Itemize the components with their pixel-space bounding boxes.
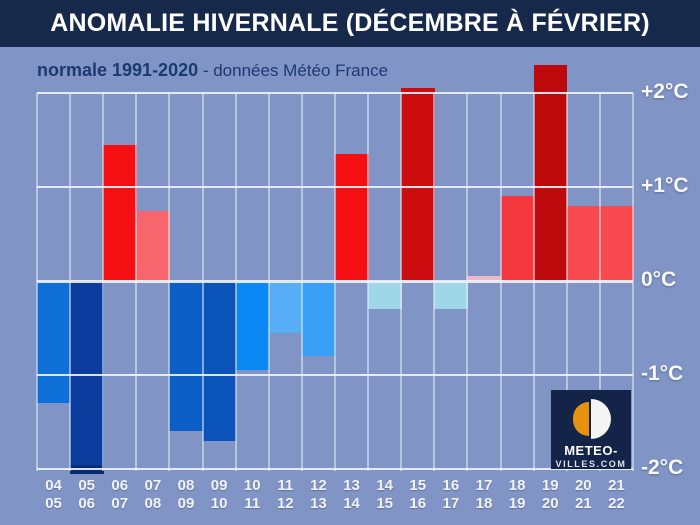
x-tick-bottom: 06 — [78, 495, 95, 512]
y-axis-label: -1°C — [641, 362, 684, 385]
moon-left-half — [573, 402, 589, 436]
x-tick-label: 15 16 — [401, 477, 434, 513]
chart-subtitle: normale 1991-2020 - données Météo France — [37, 60, 388, 81]
x-tick-bottom: 13 — [310, 495, 327, 512]
bar-07-08 — [136, 210, 171, 281]
bar-12-13 — [301, 281, 336, 357]
x-tick-top: 11 — [277, 477, 294, 494]
bar-05-06 — [70, 281, 104, 474]
x-tick-top: 16 — [442, 477, 460, 494]
x-tick-bottom: 20 — [541, 495, 559, 512]
x-tick-label: 05 06 — [70, 477, 103, 513]
x-tick-bottom: 19 — [508, 495, 526, 512]
x-tick-bottom: 21 — [574, 495, 592, 512]
x-tick-top: 15 — [409, 477, 427, 494]
x-tick-label: 21 22 — [600, 477, 633, 513]
x-tick-top: 06 — [111, 477, 129, 494]
x-tick-label: 07 08 — [136, 477, 169, 513]
gridline--1°C — [37, 374, 633, 376]
moon-right-half — [591, 399, 611, 439]
x-tick-bottom: 15 — [376, 495, 393, 512]
x-tick-bottom: 10 — [210, 495, 228, 512]
bar-21-22 — [599, 205, 634, 281]
x-tick-bottom: 14 — [343, 495, 360, 512]
x-tick-top: 21 — [608, 477, 625, 494]
bar-04-05 — [37, 281, 71, 404]
bar-15-16 — [401, 88, 435, 281]
bar-17-18 — [467, 276, 502, 281]
x-tick-top: 10 — [243, 477, 261, 494]
x-tick-bottom: 08 — [144, 495, 162, 512]
x-tick-bottom: 05 — [45, 495, 62, 512]
x-tick-bottom: 09 — [177, 495, 195, 512]
y-axis-label: 0°C — [641, 268, 677, 291]
x-tick-bottom: 17 — [442, 495, 460, 512]
x-tick-label: 16 17 — [434, 477, 467, 513]
bar-14-15 — [368, 281, 402, 310]
vertical-gridline — [632, 93, 634, 471]
x-tick-top: 17 — [475, 477, 493, 494]
bar-19-20 — [533, 64, 568, 281]
gridline-+2°C — [37, 92, 633, 94]
x-tick-label: 08 09 — [169, 477, 202, 513]
bar-06-07 — [103, 144, 137, 281]
bar-10-11 — [235, 281, 270, 371]
x-tick-top: 08 — [177, 477, 195, 494]
moon-icon — [570, 399, 612, 439]
gridline-0°C — [37, 279, 633, 283]
x-tick-label: 06 07 — [103, 477, 136, 513]
x-tick-label: 12 13 — [302, 477, 335, 513]
x-tick-top: 18 — [508, 477, 526, 494]
y-axis-label: +1°C — [641, 174, 689, 197]
x-tick-bottom: 12 — [276, 495, 294, 512]
x-tick-top: 12 — [310, 477, 327, 494]
logo-text-villes: VILLES.COM — [555, 459, 627, 469]
x-tick-label: 17 18 — [467, 477, 500, 513]
title-bar: ANOMALIE HIVERNALE (DÉCEMBRE À FÉVRIER) — [0, 0, 700, 47]
chart-title: ANOMALIE HIVERNALE (DÉCEMBRE À FÉVRIER) — [50, 9, 650, 37]
x-tick-top: 07 — [144, 477, 162, 494]
bar-11-12 — [268, 281, 303, 333]
x-tick-label: 09 10 — [203, 477, 236, 513]
x-tick-bottom: 16 — [409, 495, 427, 512]
x-tick-top: 14 — [376, 477, 393, 494]
meteo-villes-logo: METEO- VILLES.COM — [551, 390, 631, 469]
x-tick-bottom: 18 — [475, 495, 493, 512]
y-axis-label: -2°C — [641, 456, 684, 479]
x-tick-top: 20 — [574, 477, 592, 494]
bar-16-17 — [434, 281, 469, 310]
gridline--2°C — [37, 468, 633, 470]
logo-text-meteo: METEO- — [564, 443, 618, 458]
x-tick-bottom: 07 — [111, 495, 129, 512]
x-tick-bottom: 22 — [608, 495, 625, 512]
bar-20-21 — [566, 205, 601, 281]
x-tick-top: 09 — [210, 477, 228, 494]
x-tick-label: 14 15 — [368, 477, 401, 513]
subtitle-source: - données Météo France — [198, 61, 389, 80]
x-tick-label: 20 21 — [567, 477, 600, 513]
y-axis-label: +2°C — [641, 80, 689, 103]
subtitle-normale: normale 1991-2020 — [37, 60, 199, 80]
x-tick-label: 13 14 — [335, 477, 368, 513]
x-tick-top: 19 — [541, 477, 559, 494]
bar-09-10 — [202, 281, 237, 441]
x-tick-label: 11 12 — [269, 477, 302, 513]
bar-08-09 — [169, 281, 204, 432]
bar-13-14 — [335, 154, 369, 281]
x-tick-label: 04 05 — [37, 477, 70, 513]
x-tick-top: 05 — [78, 477, 95, 494]
x-tick-bottom: 11 — [244, 495, 261, 512]
x-tick-top: 13 — [343, 477, 360, 494]
x-tick-label: 19 20 — [534, 477, 567, 513]
gridline-+1°C — [37, 186, 633, 188]
x-tick-top: 04 — [45, 477, 62, 494]
bar-18-19 — [500, 196, 535, 281]
x-tick-label: 18 19 — [501, 477, 534, 513]
x-tick-label: 10 11 — [236, 477, 269, 513]
